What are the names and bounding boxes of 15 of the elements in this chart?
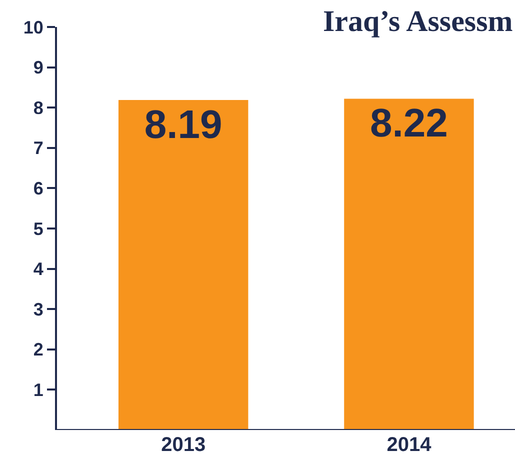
y-tick-label: 2 — [33, 340, 44, 360]
y-tick-label: 9 — [33, 58, 44, 78]
data-label: 8.19 — [144, 102, 222, 147]
chart-title: Iraq’s Assessm — [323, 5, 513, 38]
y-tick-label: 5 — [33, 218, 44, 239]
y-tick-label: 6 — [33, 178, 44, 198]
y-tick-label: 1 — [33, 380, 44, 400]
y-tick-label: 10 — [23, 17, 44, 38]
y-tick-label: 8 — [33, 98, 44, 118]
x-tick-label: 2014 — [386, 434, 432, 456]
y-tick-label: 7 — [33, 138, 44, 158]
x-tick-label: 2013 — [161, 434, 206, 456]
y-tick-label: 3 — [33, 299, 44, 320]
data-label: 8.22 — [370, 102, 448, 146]
y-tick-label: 4 — [33, 259, 44, 280]
